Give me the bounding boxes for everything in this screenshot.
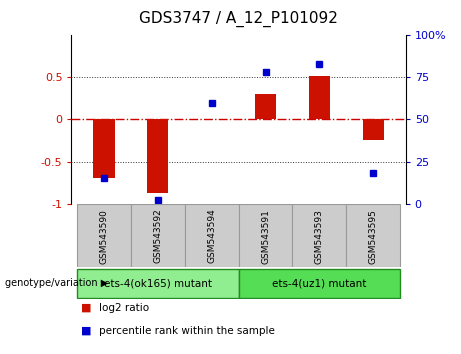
- Bar: [77, 204, 131, 267]
- Bar: [131, 204, 185, 267]
- Bar: [239, 204, 292, 267]
- Bar: [201, 119, 222, 120]
- Bar: [147, 120, 168, 193]
- Text: ■: ■: [81, 303, 91, 313]
- Text: GSM543590: GSM543590: [99, 209, 108, 263]
- Bar: [239, 269, 400, 297]
- Bar: [346, 204, 400, 267]
- Text: ets-4(ok165) mutant: ets-4(ok165) mutant: [104, 278, 212, 288]
- Bar: [362, 120, 384, 141]
- Text: ■: ■: [81, 326, 91, 336]
- Text: genotype/variation ▶: genotype/variation ▶: [5, 278, 108, 288]
- Text: ets-4(uz1) mutant: ets-4(uz1) mutant: [272, 278, 366, 288]
- Text: log2 ratio: log2 ratio: [99, 303, 149, 313]
- Text: GSM543593: GSM543593: [315, 209, 324, 263]
- Bar: [255, 94, 276, 120]
- Text: GSM543595: GSM543595: [369, 209, 378, 263]
- Bar: [93, 120, 115, 178]
- Bar: [309, 76, 330, 120]
- Text: GSM543591: GSM543591: [261, 209, 270, 263]
- Text: GSM543592: GSM543592: [153, 209, 162, 263]
- Bar: [292, 204, 346, 267]
- Bar: [185, 204, 239, 267]
- Bar: [77, 269, 239, 297]
- Text: GSM543594: GSM543594: [207, 209, 216, 263]
- Text: GDS3747 / A_12_P101092: GDS3747 / A_12_P101092: [139, 11, 338, 27]
- Text: percentile rank within the sample: percentile rank within the sample: [99, 326, 275, 336]
